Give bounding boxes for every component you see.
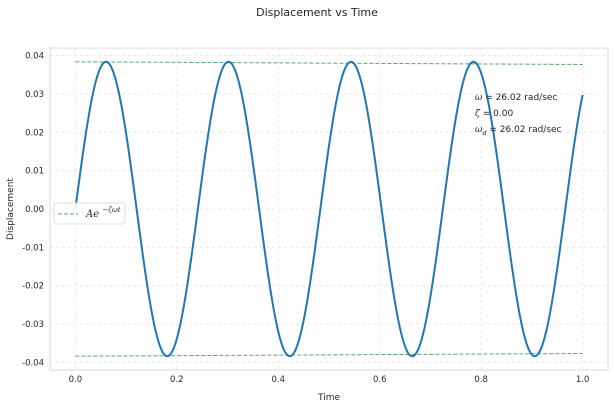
x-tick-label: 0.8 xyxy=(474,375,488,385)
y-tick-label: -0.02 xyxy=(22,282,44,292)
y-tick-label: 0.04 xyxy=(25,52,44,62)
x-axis-title: Time xyxy=(317,393,340,403)
envelope-lines xyxy=(75,61,583,357)
y-tick-label: -0.03 xyxy=(22,320,44,330)
annotation-symbol: ω xyxy=(475,125,483,135)
y-axis-title: Displacement xyxy=(6,178,16,240)
x-tick-label: 0.6 xyxy=(373,375,387,385)
x-tick-label: 0.2 xyxy=(170,375,184,385)
annotation-value: = 26.02 rad/sec xyxy=(486,125,561,135)
x-tick-label: 0.0 xyxy=(69,375,83,385)
x-tick-label: 1.0 xyxy=(576,375,590,385)
data-series xyxy=(74,60,584,358)
y-tick-label: 0.01 xyxy=(25,167,44,177)
legend-label-sup: −ζωt xyxy=(102,206,120,214)
annotation-value: = 26.02 rad/sec xyxy=(482,93,557,103)
annotation-value: = 0.00 xyxy=(480,109,514,119)
x-ticks: 0.0 0.2 0.4 0.6 0.8 1.0 xyxy=(69,375,590,385)
annotation-line: ω = 26.02 rad/sec xyxy=(475,93,557,103)
legend-label: Ae −ζωt xyxy=(85,206,121,220)
annotation-line: ζ = 0.00 xyxy=(475,109,513,119)
envelope-upper-line xyxy=(75,61,583,65)
annotation-subscript: d xyxy=(482,129,487,137)
grid xyxy=(50,48,608,370)
annotation-line: ωd = 26.02 rad/sec xyxy=(475,125,562,137)
displacement-line xyxy=(74,60,584,358)
y-tick-label: -0.01 xyxy=(22,243,44,253)
x-tick-label: 0.4 xyxy=(272,375,286,385)
legend: Ae −ζωt xyxy=(53,202,126,225)
chart-title: Displacement vs Time xyxy=(256,6,378,19)
y-tick-label: 0.00 xyxy=(25,205,44,215)
annotation-symbol: ζ xyxy=(475,109,481,119)
legend-box xyxy=(53,202,126,225)
y-tick-label: -0.04 xyxy=(22,358,44,368)
y-tick-label: 0.02 xyxy=(25,128,44,138)
y-tick-label: 0.03 xyxy=(25,90,44,100)
annotation-symbol: ω xyxy=(475,93,483,103)
envelope-lower-line xyxy=(75,353,583,357)
legend-label-base: Ae xyxy=(85,209,99,220)
y-ticks: -0.04 -0.03 -0.02 -0.01 0.00 0.01 0.02 0.03 0.04 xyxy=(22,52,44,369)
